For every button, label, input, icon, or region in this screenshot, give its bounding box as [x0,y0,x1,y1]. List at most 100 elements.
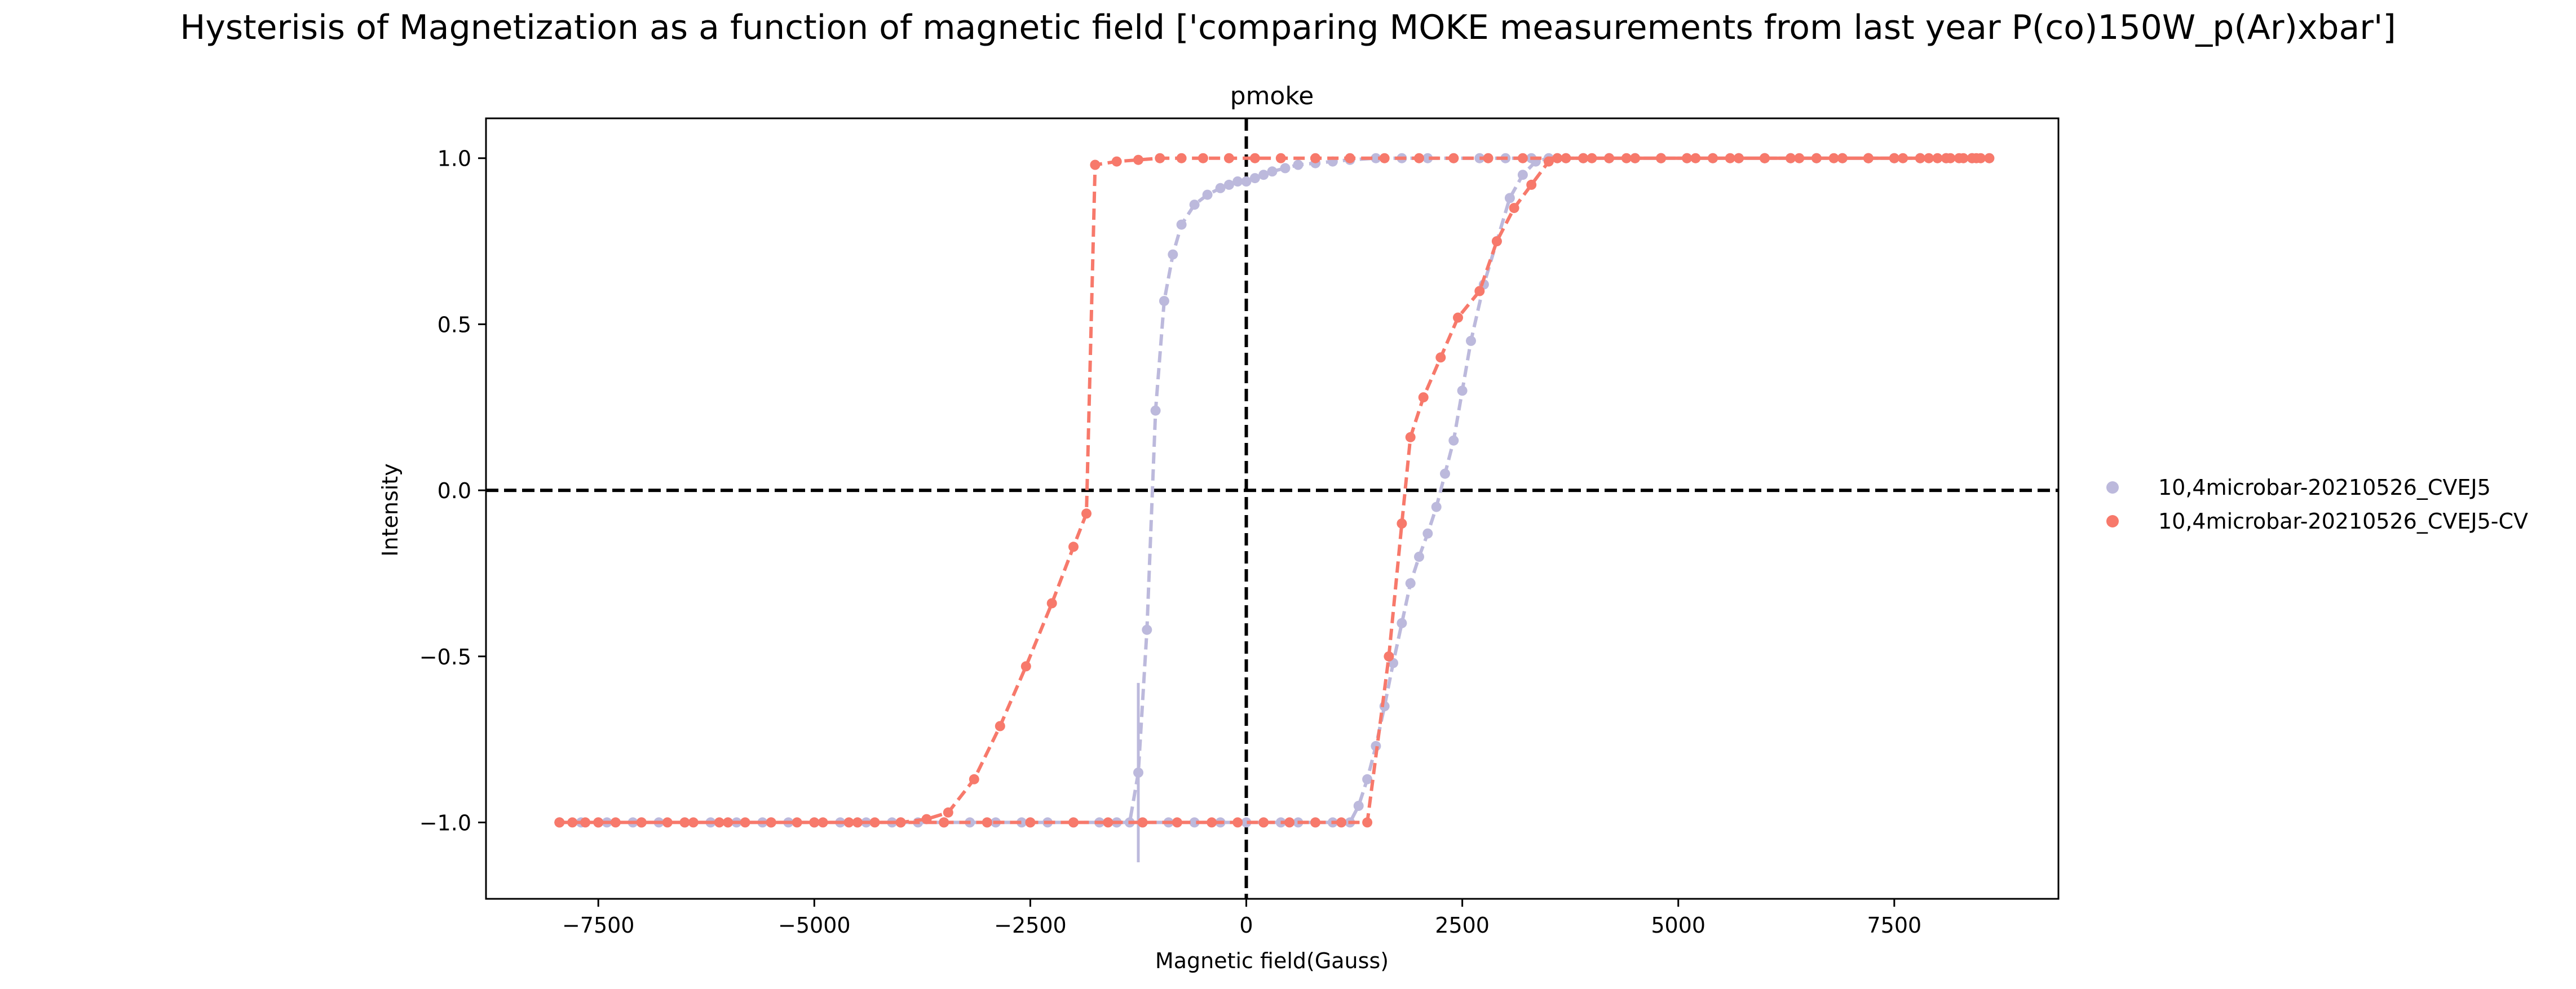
data-point-s1 [1397,618,1407,628]
data-point-s2 [809,817,820,828]
y-tick-label: 0.0 [438,478,471,503]
data-point-s2 [1958,153,1969,163]
data-point-s2 [1448,153,1459,163]
legend-item: 10,4microbar-20210526_CVEJ5-CV [2086,504,2528,538]
data-point-s2 [1794,153,1805,163]
data-point-s2 [1176,153,1187,163]
data-point-s2 [1984,153,1995,163]
data-point-s2 [1708,153,1718,163]
data-point-s2 [982,817,992,828]
legend-marker-icon [2106,515,2119,527]
data-point-s2 [1604,153,1615,163]
data-point-s1 [1293,159,1304,170]
x-tick-label: 0 [1239,913,1253,938]
data-point-s2 [1310,153,1321,163]
data-point-s2 [636,817,647,828]
data-point-s2 [1621,153,1632,163]
data-point-s1 [1504,193,1515,203]
data-point-s2 [662,817,673,828]
data-point-s2 [1725,153,1735,163]
data-point-s2 [1863,153,1874,163]
data-point-s1 [1466,335,1476,346]
plot-subtitle: pmoke [1230,82,1314,110]
data-point-s1 [1422,153,1433,163]
data-point-s1 [1448,435,1459,446]
data-point-s2 [1924,153,1934,163]
data-point-s2 [1046,598,1057,609]
data-point-s2 [818,817,828,828]
data-point-s1 [1241,817,1252,828]
data-point-s2 [1786,153,1796,163]
data-point-s1 [1133,768,1143,778]
legend-label: 10,4microbar-20210526_CVEJ5-CV [2158,509,2529,534]
data-point-s2 [1760,153,1770,163]
data-point-s2 [1552,153,1563,163]
data-point-s2 [714,817,724,828]
data-point-s2 [1345,153,1355,163]
data-point-s2 [1945,153,1956,163]
data-point-s2 [1137,817,1148,828]
data-point-s2 [610,817,621,828]
data-point-s2 [554,817,565,828]
y-tick-label: −1.0 [419,810,471,835]
y-axis-label: Intensity [378,463,403,556]
data-point-s2 [593,817,604,828]
data-point-s2 [679,817,690,828]
data-point-s2 [895,817,906,828]
data-point-s2 [1578,153,1589,163]
x-tick-label: −5000 [778,913,851,938]
data-point-s2 [939,817,949,828]
data-point-s2 [1207,817,1217,828]
data-point-s1 [1202,189,1213,200]
data-point-s2 [1656,153,1667,163]
data-point-s2 [1889,153,1899,163]
data-point-s2 [1336,817,1347,828]
data-point-s2 [1223,153,1234,163]
data-point-s1 [1440,468,1450,479]
data-point-s2 [852,817,863,828]
data-point-s1 [1215,183,1226,193]
data-point-s2 [1517,153,1528,163]
data-point-s2 [1828,153,1839,163]
data-point-s2 [1090,159,1101,170]
data-point-s2 [1384,651,1394,662]
data-point-s2 [1734,153,1744,163]
data-point-s2 [1932,153,1943,163]
data-point-s2 [1068,542,1079,552]
data-point-s2 [1630,153,1641,163]
data-point-s1 [1258,170,1269,180]
axes: −7500 −5000 −2500 0 2500 5000 7500 −1.0 −0.5 0.0 0… [419,147,1921,938]
data-point-s2 [792,817,802,828]
data-point-s2 [1811,153,1822,163]
plot-area [486,118,2058,899]
data-point-s1 [1159,296,1169,307]
x-tick-label: 5000 [1651,913,1705,938]
legend: 10,4microbar-20210526_CVEJ5 10,4microbar-… [2086,471,2528,538]
data-point-s2 [1483,153,1494,163]
data-point-s1 [1414,552,1424,562]
x-tick-label: 7500 [1867,913,1921,938]
data-point-s2 [1232,817,1243,828]
y-tick-label: −0.5 [419,645,471,669]
y-tick-label: 0.5 [438,312,471,337]
data-point-s2 [1898,153,1908,163]
data-point-s2 [766,817,776,828]
x-tick-label: −7500 [562,913,635,938]
data-point-s2 [1020,661,1031,672]
data-point-s2 [1526,179,1537,190]
data-point-s1 [1280,163,1291,174]
data-point-s2 [1435,352,1446,363]
data-point-s1 [1150,405,1161,416]
legend-label: 10,4microbar-20210526_CVEJ5 [2158,475,2491,500]
data-point-s1 [1457,385,1468,396]
data-point-s1 [1249,173,1260,184]
data-point-s2 [1103,817,1114,828]
data-point-s2 [1837,153,1848,163]
data-point-s1 [1223,179,1234,190]
data-point-s2 [580,817,591,828]
plot-frame [485,117,2060,900]
data-point-s1 [1362,774,1373,784]
data-point-s2 [1275,153,1286,163]
data-point-s1 [1371,153,1381,163]
data-point-s2 [869,817,880,828]
